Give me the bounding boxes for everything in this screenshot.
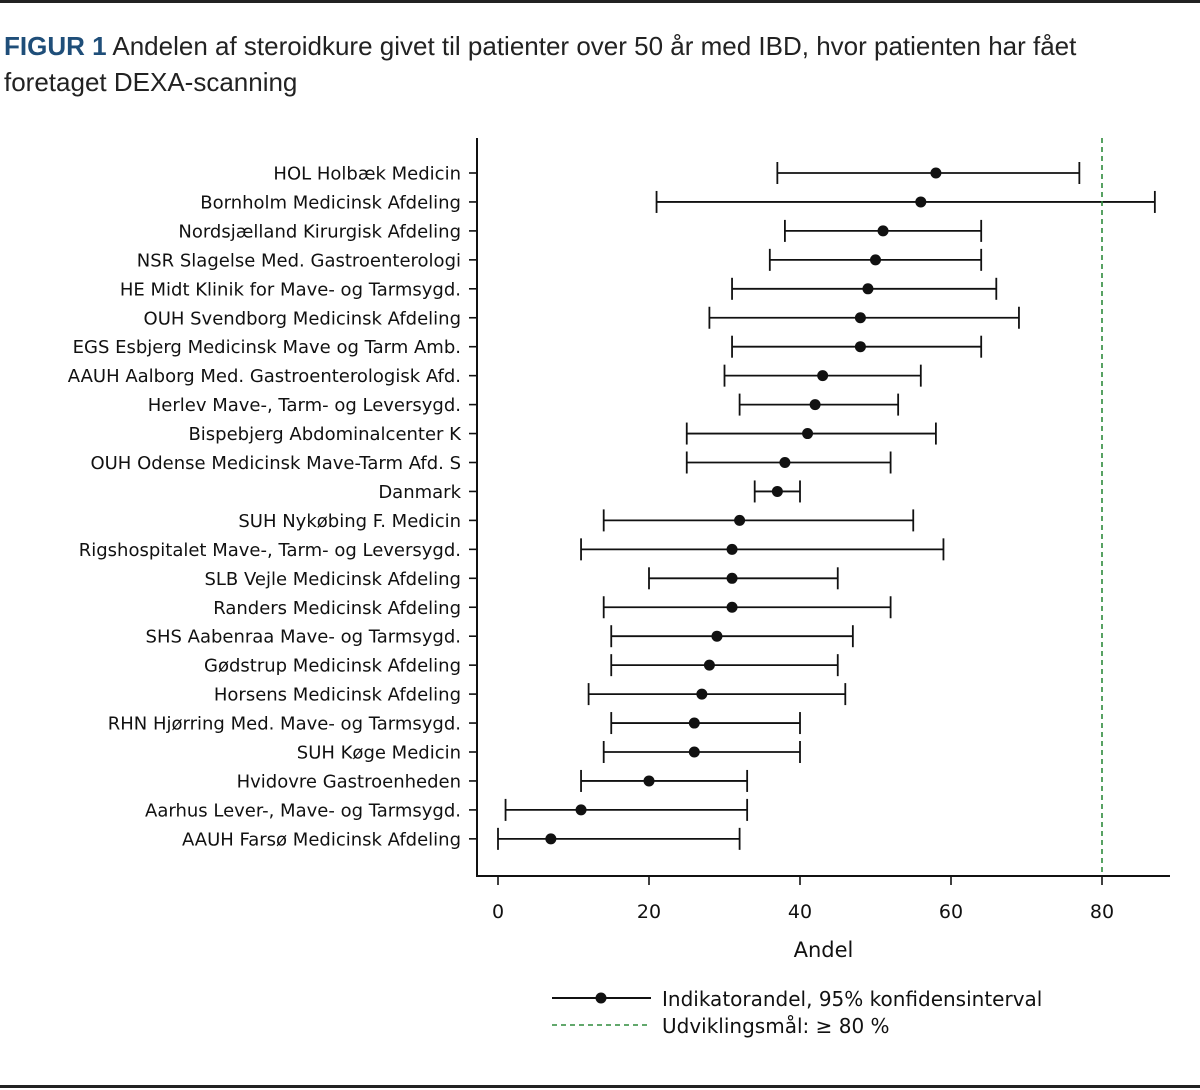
estimate-point [545, 833, 557, 845]
forest-row: Horsens Medicinsk Afdeling [214, 683, 847, 706]
estimate-point [726, 572, 738, 584]
estimate-point [854, 312, 866, 324]
estimate-point [726, 543, 738, 555]
legend: Indikatorandel, 95% konfidensinterval Ud… [552, 987, 1042, 1038]
estimate-point [930, 167, 942, 179]
row-label: AAUH Farsø Medicinsk Afdeling [182, 829, 461, 850]
row-label: HE Midt Klinik for Mave- og Tarmsygd. [120, 279, 461, 300]
estimate-point [915, 196, 927, 208]
forest-row: SUH Køge Medicin [297, 741, 801, 764]
forest-row: OUH Svendborg Medicinsk Afdeling [144, 306, 1020, 329]
x-tick-label: 60 [939, 901, 963, 923]
forest-row: AAUH Aalborg Med. Gastroenterologisk Afd… [68, 364, 922, 387]
forest-row: SHS Aabenraa Mave- og Tarmsygd. [146, 625, 854, 648]
estimate-point [703, 659, 715, 671]
estimate-point [809, 399, 821, 411]
row-label: RHN Hjørring Med. Mave- og Tarmsygd. [108, 714, 461, 735]
estimate-point [734, 514, 746, 526]
figure-label: FIGUR 1 [4, 31, 107, 61]
forest-row: OUH Odense Medicinsk Mave-Tarm Afd. S [90, 451, 892, 474]
forest-row: RHN Hjørring Med. Mave- og Tarmsygd. [108, 712, 801, 735]
estimate-point [643, 775, 655, 787]
row-label: EGS Esbjerg Medicinsk Mave og Tarm Amb. [73, 337, 461, 358]
row-label: Aarhus Lever-, Mave- og Tarmsygd. [145, 800, 461, 821]
forest-row: Nordsjælland Kirurgisk Afdeling [178, 219, 983, 242]
estimate-point [854, 341, 866, 353]
row-label: HOL Holbæk Medicin [273, 164, 461, 185]
legend-ci-dot [595, 992, 607, 1004]
estimate-point [870, 254, 881, 266]
row-label: Randers Medicinsk Afdeling [213, 598, 461, 619]
row-label: Nordsjælland Kirurgisk Afdeling [178, 221, 461, 242]
x-tick-label: 20 [637, 901, 661, 923]
estimate-point [688, 717, 700, 729]
estimate-point [802, 428, 814, 440]
estimate-point [726, 601, 738, 613]
forest-row: Danmark [378, 480, 801, 503]
row-label: Rigshospitalet Mave-, Tarm- og Leversygd… [79, 540, 461, 561]
legend-ci-label: Indikatorandel, 95% konfidensinterval [662, 987, 1042, 1011]
row-label: Bornholm Medicinsk Afdeling [200, 192, 461, 213]
x-tick-label: 0 [492, 901, 504, 923]
estimate-point [688, 746, 700, 758]
row-label: Herlev Mave-, Tarm- og Leversygd. [148, 395, 461, 416]
row-label: Bispebjerg Abdominalcenter K [188, 424, 462, 445]
row-label: SLB Vejle Medicinsk Afdeling [204, 569, 461, 590]
estimate-point [779, 457, 791, 468]
row-label: Hvidovre Gastroenheden [237, 771, 461, 792]
forest-row: EGS Esbjerg Medicinsk Mave og Tarm Amb. [73, 335, 983, 358]
forest-row: Herlev Mave-, Tarm- og Leversygd. [148, 393, 900, 416]
forest-row: Bornholm Medicinsk Afdeling [200, 190, 1156, 213]
figure-title: Andelen af steroidkure givet til patient… [4, 31, 1077, 97]
forest-row: HOL Holbæk Medicin [273, 162, 1081, 185]
estimate-point [575, 804, 587, 816]
forest-row: Aarhus Lever-, Mave- og Tarmsygd. [145, 798, 749, 821]
rows-layer: HOL Holbæk Medicin Bornholm Medicinsk Afd… [68, 162, 1156, 850]
row-label: Gødstrup Medicinsk Afdeling [204, 656, 461, 677]
estimate-point [711, 630, 723, 642]
forest-row: Hvidovre Gastroenheden [237, 769, 749, 792]
estimate-point [817, 370, 829, 382]
bottom-rule [0, 1085, 1200, 1088]
estimate-point [877, 225, 889, 237]
forest-row: AAUH Farsø Medicinsk Afdeling [182, 827, 741, 850]
forest-row: Bispebjerg Abdominalcenter K [188, 422, 937, 445]
forest-row: Randers Medicinsk Afdeling [213, 596, 892, 619]
row-label: SUH Køge Medicin [297, 743, 461, 764]
x-tick-label: 40 [788, 901, 812, 923]
estimate-point [696, 688, 708, 700]
legend-target-label: Udviklingsmål: ≥ 80 % [662, 1014, 890, 1038]
row-label: AAUH Aalborg Med. Gastroenterologisk Afd… [68, 366, 461, 387]
row-label: SUH Nykøbing F. Medicin [238, 511, 461, 532]
figure-caption: FIGUR 1 Andelen af steroidkure givet til… [4, 28, 1104, 100]
forest-row: Rigshospitalet Mave-, Tarm- og Leversygd… [79, 538, 945, 561]
row-label: SHS Aabenraa Mave- og Tarmsygd. [146, 627, 461, 648]
forest-row: SLB Vejle Medicinsk Afdeling [204, 567, 839, 590]
forest-row: NSR Slagelse Med. Gastroenterologi [137, 248, 983, 271]
row-label: Danmark [378, 482, 461, 503]
row-label: OUH Odense Medicinsk Mave-Tarm Afd. S [90, 453, 461, 474]
forest-row: SUH Nykøbing F. Medicin [238, 509, 915, 532]
x-tick-label: 80 [1090, 901, 1114, 923]
estimate-point [862, 283, 874, 295]
estimate-point [771, 485, 783, 497]
row-label: OUH Svendborg Medicinsk Afdeling [144, 308, 461, 329]
row-label: Horsens Medicinsk Afdeling [214, 685, 461, 706]
forest-row: HE Midt Klinik for Mave- og Tarmsygd. [120, 277, 998, 300]
axis-layer: 0 20 40 60 80 [476, 138, 1170, 923]
row-label: NSR Slagelse Med. Gastroenterologi [137, 250, 461, 271]
x-axis-title: Andel [794, 938, 854, 962]
forest-row: Gødstrup Medicinsk Afdeling [204, 654, 839, 677]
top-rule [0, 0, 1200, 3]
